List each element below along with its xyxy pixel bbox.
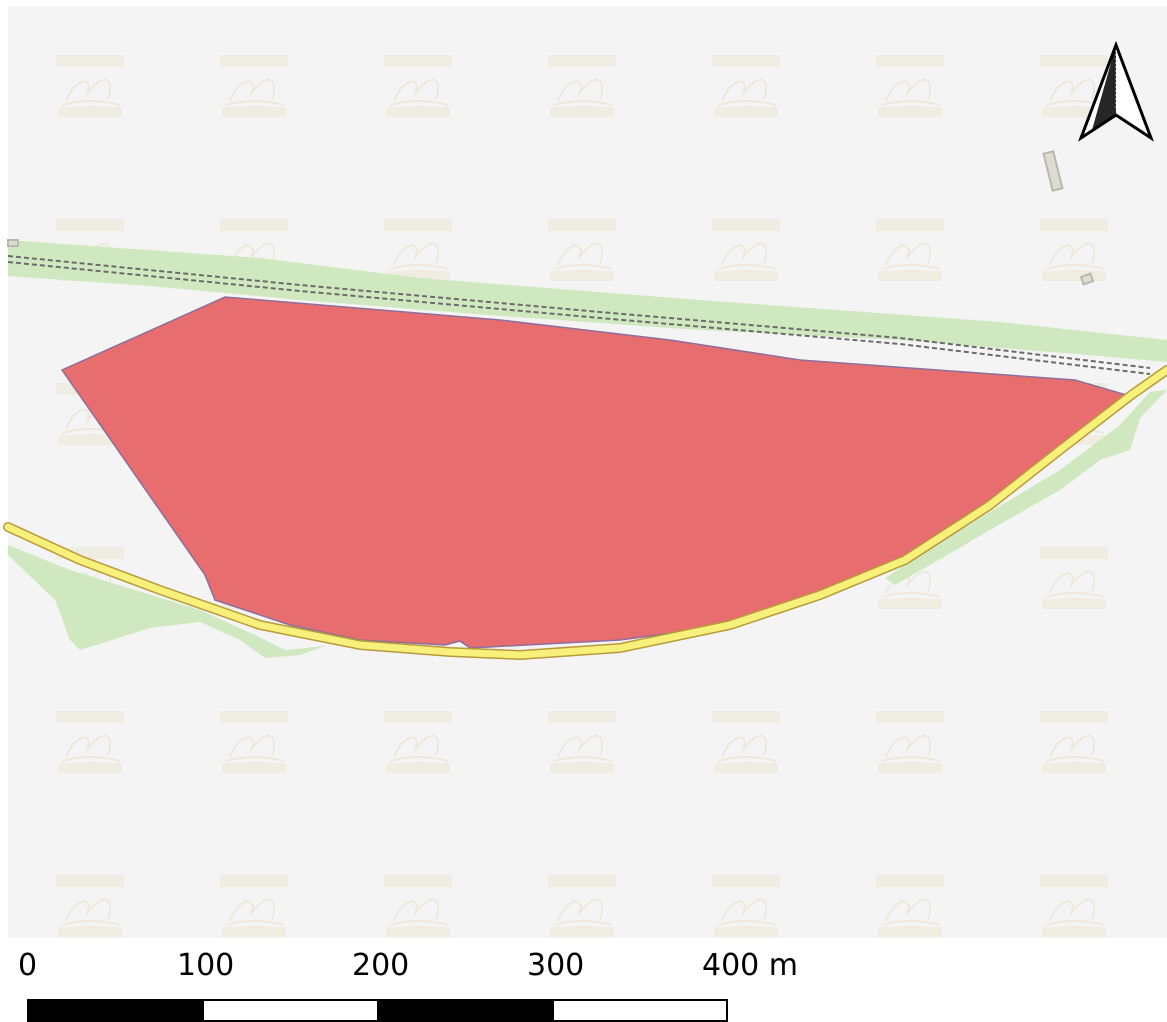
- scale-label-200: 200: [352, 948, 410, 983]
- scale-label-400m: 400 m: [702, 948, 799, 983]
- buildings: [7, 150, 1095, 286]
- road: [3, 365, 1167, 660]
- scale-label-0: 0: [18, 948, 38, 983]
- railway-line: [7, 255, 1151, 375]
- scale-label-100: 100: [177, 948, 235, 983]
- scale-bar: [27, 999, 728, 1022]
- vegetation-areas: [8, 240, 1167, 658]
- scale-label-300: 300: [527, 948, 585, 983]
- north-arrow-icon: [1077, 40, 1155, 142]
